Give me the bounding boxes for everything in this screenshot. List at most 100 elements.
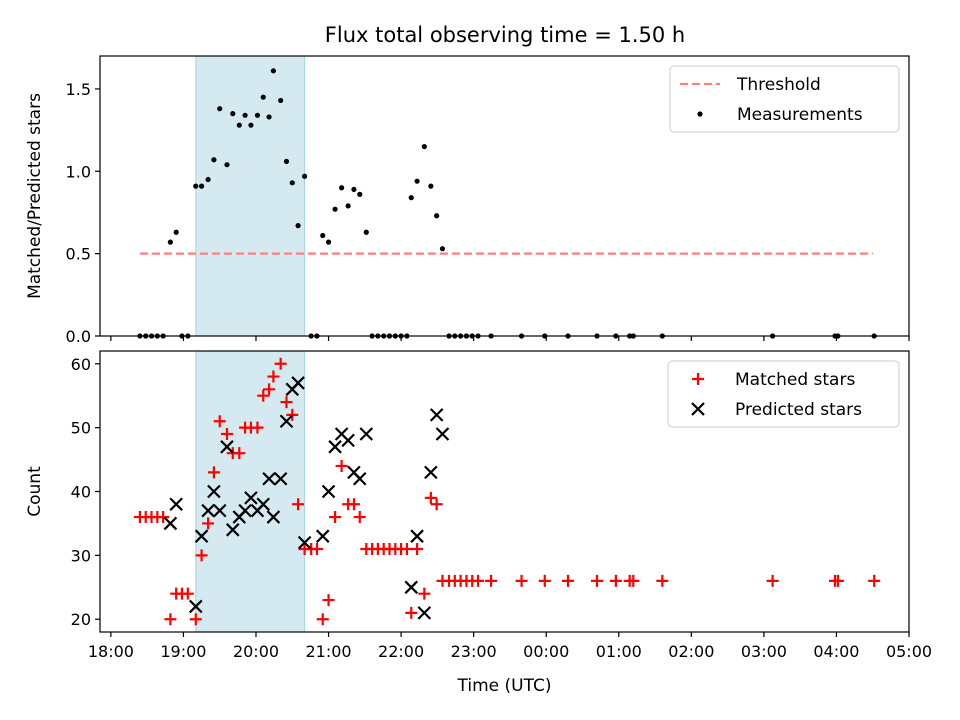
predicted-point xyxy=(256,497,271,512)
measurement-point xyxy=(167,239,173,245)
matched-point xyxy=(157,511,170,524)
predicted-point xyxy=(266,510,281,524)
predicted-point xyxy=(328,440,342,454)
measurement-point xyxy=(414,178,420,184)
matched-point xyxy=(251,421,264,434)
axes-frame xyxy=(99,55,910,337)
measurement-point xyxy=(289,180,295,186)
measurement-point xyxy=(283,158,290,165)
matched-point xyxy=(831,574,844,587)
y-tick-label: 0.0 xyxy=(66,327,91,346)
matched-point xyxy=(310,542,323,555)
measurement-point xyxy=(408,195,414,201)
matched-point xyxy=(609,574,622,587)
measurement-point xyxy=(266,114,272,120)
predicted-point xyxy=(410,529,424,543)
measurement-point xyxy=(242,112,248,118)
y-axis-label: Count xyxy=(25,466,45,517)
legend-box xyxy=(667,360,900,428)
matched-point xyxy=(868,574,881,587)
predicted-point xyxy=(238,503,252,518)
matched-point xyxy=(267,370,280,383)
matched-point xyxy=(286,408,299,421)
matched-point xyxy=(202,517,215,530)
matched-point xyxy=(405,606,418,619)
matched-point xyxy=(515,574,528,587)
matched-point xyxy=(220,428,233,441)
measurement-point xyxy=(260,94,266,100)
matched-point xyxy=(292,498,305,511)
matched-point xyxy=(335,459,348,472)
measurement-point xyxy=(434,213,440,219)
ratio-panel: 0.0 0.5 1.0 1.5 Matched/Predicted stars Thres… xyxy=(25,55,910,346)
legend: Matched stars Predicted stars xyxy=(667,360,900,428)
matched-point xyxy=(400,542,413,555)
predicted-point xyxy=(207,484,221,499)
chart-title: Flux total observing time = 1.50 h xyxy=(325,23,685,47)
x-tick-label: 05:00 xyxy=(886,642,932,661)
x-tick-label: 02:00 xyxy=(668,642,714,661)
measurement-point xyxy=(339,185,345,191)
matched-point xyxy=(207,466,220,479)
x-tick-label: 03:00 xyxy=(741,642,787,661)
measurement-point xyxy=(236,122,242,128)
predicted-point xyxy=(424,465,438,480)
y-tick-label: 1.5 xyxy=(66,80,91,99)
x-tick-label: 22:00 xyxy=(378,642,424,661)
measurement-point xyxy=(295,223,301,229)
predicted-point xyxy=(297,535,312,550)
predicted-point xyxy=(404,580,419,595)
x-tick-label: 20:00 xyxy=(233,642,279,661)
predicted-point xyxy=(188,599,203,614)
measurement-point xyxy=(270,68,277,74)
legend-swatch xyxy=(691,402,705,416)
y-tick-label: 1.0 xyxy=(66,162,91,181)
matched-point xyxy=(538,574,551,587)
measurement-point xyxy=(217,106,223,112)
predicted-point xyxy=(169,497,183,512)
measurement-point xyxy=(198,183,205,189)
predicted-point xyxy=(359,427,374,441)
predicted-point xyxy=(435,427,450,441)
matched-point xyxy=(591,574,604,587)
measurement-point xyxy=(325,239,332,245)
predicted-point xyxy=(220,440,234,454)
matched-point xyxy=(274,357,287,370)
legend-swatch xyxy=(697,111,703,117)
measurement-point xyxy=(211,157,217,163)
predicted-point xyxy=(341,433,355,448)
predicted-point xyxy=(321,484,336,499)
legend-label: Matched stars xyxy=(735,370,855,390)
measurement-point xyxy=(224,162,230,168)
matched-point xyxy=(263,383,276,396)
legend-label: Measurements xyxy=(737,105,863,125)
observing-span xyxy=(195,55,306,337)
series-predicted-stars xyxy=(163,376,450,620)
matched-point xyxy=(424,491,437,504)
matched-point xyxy=(322,594,335,607)
predicted-point xyxy=(194,529,209,543)
y-tick-label: 0.5 xyxy=(66,245,91,264)
measurement-point xyxy=(278,97,284,104)
measurement-point xyxy=(428,183,434,189)
x-tick-label: 01:00 xyxy=(596,642,642,661)
predicted-point xyxy=(201,503,215,518)
measurement-point xyxy=(357,191,363,197)
matched-point xyxy=(353,511,366,524)
legend: Threshold Measurements xyxy=(669,65,900,133)
x-tick-label: 23:00 xyxy=(451,642,497,661)
matched-point xyxy=(181,587,194,600)
matched-point xyxy=(189,613,202,626)
matched-point xyxy=(472,574,485,587)
legend-label: Threshold xyxy=(736,75,821,95)
predicted-point xyxy=(315,529,330,543)
matched-point xyxy=(213,415,226,428)
matched-point xyxy=(418,587,431,600)
measurement-point xyxy=(302,173,308,179)
predicted-point xyxy=(352,471,367,486)
predicted-point xyxy=(163,516,178,531)
predicted-point xyxy=(429,408,444,422)
measurement-point xyxy=(230,111,236,117)
measurement-point xyxy=(320,232,326,239)
predicted-point xyxy=(244,491,258,505)
